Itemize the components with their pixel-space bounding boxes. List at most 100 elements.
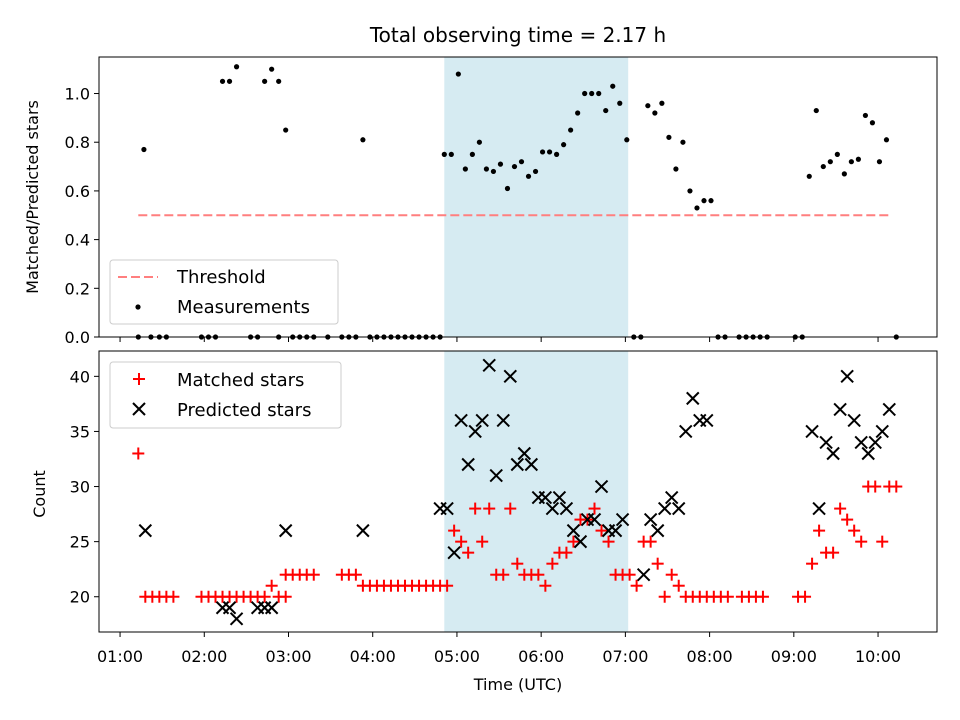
matched-star-point xyxy=(476,535,489,548)
bottom-axis: 20 25 30 35 40 01:00 02:00 03:00 04:00 05:00 06:00… xyxy=(70,367,901,666)
top-y-tick-label: 0.2 xyxy=(65,279,90,298)
measurement-point xyxy=(862,112,869,119)
matched-star-point xyxy=(848,524,861,537)
matched-star-point xyxy=(756,590,769,603)
measurement-point xyxy=(883,137,890,143)
predicted-star-point xyxy=(545,501,560,516)
measurement-point xyxy=(603,107,609,114)
predicted-star-point xyxy=(805,424,819,439)
measurement-point xyxy=(680,139,686,145)
measurement-point xyxy=(462,166,468,172)
matched-star-point xyxy=(532,568,545,581)
measurement-point xyxy=(834,151,840,157)
measurement-point xyxy=(360,137,366,143)
predicted-star-point xyxy=(264,601,279,615)
matched-star-point xyxy=(806,557,819,570)
bottom-y-tick-label: 25 xyxy=(70,533,90,552)
measurement-point xyxy=(589,90,595,97)
top-panel: 0.0 0.2 0.4 0.6 0.8 1.0 Matched/Predicted sta… xyxy=(23,56,938,347)
matched-star-point xyxy=(623,568,636,581)
star-count-points xyxy=(132,358,903,626)
matched-star-point xyxy=(167,590,180,603)
predicted-star-point xyxy=(278,523,293,538)
predicted-star-point xyxy=(868,435,882,450)
bottom-plot-frame xyxy=(98,350,938,633)
predicted-star-point xyxy=(587,512,602,527)
matched-star-point xyxy=(651,557,664,570)
measurement-point xyxy=(561,142,567,148)
x-tick-label: 06:00 xyxy=(518,647,564,666)
predicted-star-point xyxy=(482,358,496,373)
predicted-star-point xyxy=(573,534,588,549)
bottom-y-tick-label: 20 xyxy=(70,588,90,607)
matched-star-point xyxy=(588,502,601,515)
top-plot-frame xyxy=(98,56,938,338)
predicted-star-point xyxy=(861,446,875,461)
predicted-star-point xyxy=(679,424,693,439)
measurement-point xyxy=(269,66,275,72)
matched-star-point xyxy=(630,579,643,592)
predicted-star-point xyxy=(538,490,553,505)
matched-star-point xyxy=(813,524,826,537)
matched-star-point xyxy=(469,502,482,515)
measurement-point xyxy=(568,127,574,133)
x-tick-label: 09:00 xyxy=(771,647,817,666)
matched-star-point xyxy=(658,590,671,603)
measurement-point xyxy=(262,78,268,84)
measurement-point xyxy=(490,168,497,175)
predicted-star-point xyxy=(496,413,510,428)
predicted-star-point xyxy=(461,457,475,472)
bottom-panel: 20 25 30 35 40 01:00 02:00 03:00 04:00 05:00 06:00… xyxy=(30,350,938,694)
legend-predicted-marker xyxy=(132,402,146,416)
measurement-point xyxy=(708,198,714,204)
x-tick-label: 10:00 xyxy=(855,647,901,666)
measurement-point xyxy=(219,78,226,84)
matched-star-point xyxy=(799,590,812,603)
matched-star-point xyxy=(349,568,362,581)
predicted-star-point xyxy=(510,457,525,472)
predicted-star-point xyxy=(503,369,517,384)
predicted-star-point xyxy=(524,457,539,472)
measurement-point xyxy=(869,120,876,126)
matched-star-point xyxy=(560,546,573,559)
measurement-point xyxy=(694,205,700,211)
measurement-point xyxy=(687,188,693,194)
matched-star-point xyxy=(644,535,657,548)
measurement-point xyxy=(276,78,282,84)
x-tick-label: 08:00 xyxy=(687,647,733,666)
x-tick-label: 02:00 xyxy=(181,647,227,666)
measurement-point xyxy=(659,100,665,106)
measurement-point xyxy=(469,151,475,157)
measurement-point xyxy=(827,159,833,165)
predicted-star-point xyxy=(615,512,630,527)
measurement-point xyxy=(476,139,482,145)
measurement-point xyxy=(518,159,525,165)
matched-star-point xyxy=(672,579,685,592)
predicted-star-point xyxy=(447,545,461,560)
predicted-star-point xyxy=(882,402,896,417)
predicted-star-point xyxy=(664,490,679,505)
matched-star-point xyxy=(827,546,840,559)
matched-star-point xyxy=(869,480,882,493)
measurement-point xyxy=(575,110,581,116)
measurement-point xyxy=(673,166,679,172)
predicted-star-point xyxy=(356,523,370,538)
measurement-point xyxy=(226,78,233,84)
predicted-star-point xyxy=(826,446,840,461)
top-y-tick-label: 0.0 xyxy=(65,328,90,347)
top-y-tick-label: 0.4 xyxy=(65,231,90,250)
measurement-points xyxy=(135,64,899,340)
matched-star-point xyxy=(455,535,468,548)
measurement-point xyxy=(532,168,539,175)
predicted-star-point xyxy=(440,501,454,516)
highlight-span-top xyxy=(444,57,629,337)
measurement-point xyxy=(546,149,553,155)
measurement-point xyxy=(441,151,447,157)
legend-measurements-marker xyxy=(135,304,141,310)
matched-star-point xyxy=(595,524,608,537)
measurement-point xyxy=(610,83,616,89)
top-legend: Threshold Measurements xyxy=(109,259,339,325)
legend-threshold-label: Threshold xyxy=(176,267,266,288)
legend-matched-label: Matched stars xyxy=(177,370,304,391)
